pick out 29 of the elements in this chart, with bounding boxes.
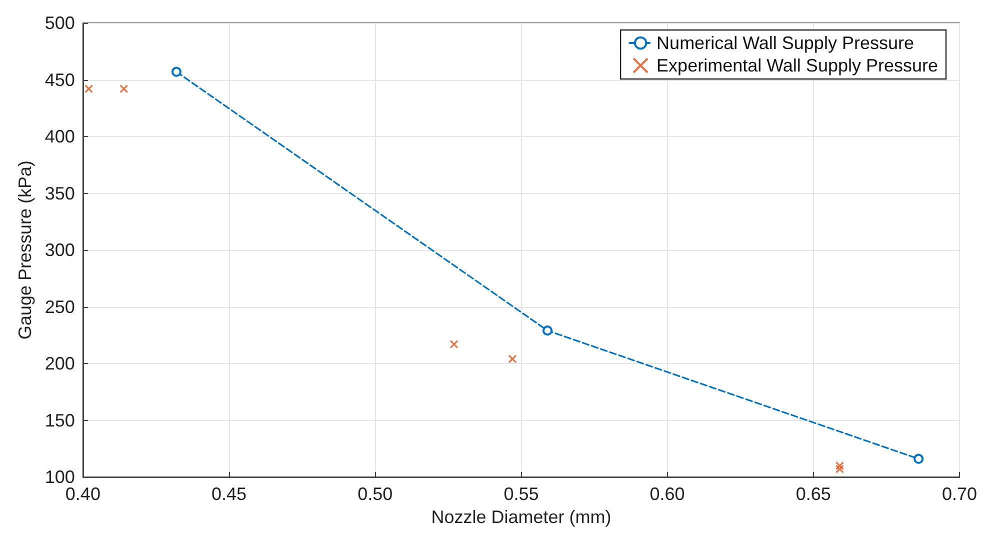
point [84,84,94,94]
point [835,464,844,474]
y-axis-title: Gauge Pressure (kPa) [15,160,35,340]
x-axis-title: Nozzle Diameter (mm) [431,506,612,527]
point [542,326,553,336]
x-tick-label: 0.55 [504,484,539,504]
x-tick-label: 0.40 [65,484,100,504]
x-tick-label: 0.65 [796,484,831,504]
point [508,354,517,364]
y-tick-label: 150 [44,410,75,430]
point [171,66,182,77]
point [450,340,458,349]
y-tick-label: 400 [44,126,75,146]
y-tick-label: 100 [44,467,75,487]
x-tick-label: 0.60 [650,484,685,504]
point [120,84,128,94]
y-tick-label: 250 [44,296,75,317]
legend-label: Numerical Wall Supply Pressure [656,33,914,53]
y-tick-label: 300 [44,240,75,260]
x-tick-label: 0.70 [942,484,978,504]
point [914,454,924,464]
y-tick-label: 200 [44,354,75,374]
y-tick-label: 500 [44,13,75,33]
point [835,461,844,470]
y-tick-label: 450 [44,70,75,90]
x-tick-label: 0.45 [212,484,247,504]
y-tick-label: 350 [44,183,75,204]
legend-label: Experimental Wall Supply Pressure [656,56,938,76]
x-tick-label: 0.50 [358,484,393,504]
